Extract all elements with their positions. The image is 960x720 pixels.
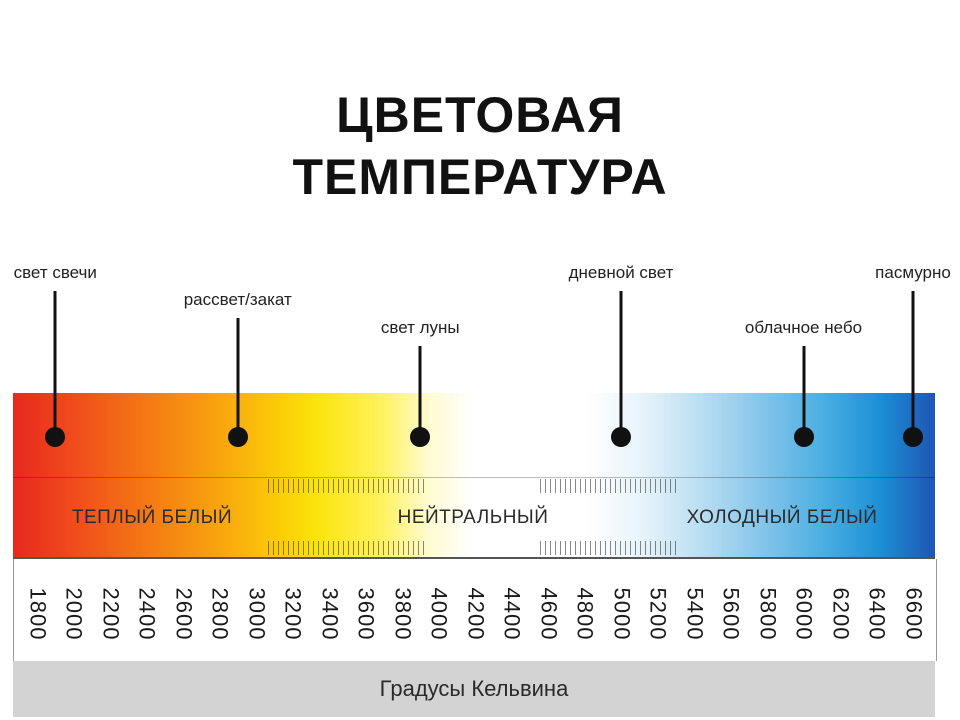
kelvin-tick-2600: 2600 [171,574,197,654]
kelvin-tick-6200: 6200 [828,574,854,654]
marker-dot [227,427,248,447]
scale-divider [13,557,935,559]
marker-stem [802,346,805,437]
kelvin-tick-6600: 6600 [901,574,927,654]
kelvin-tick-label: 3600 [353,587,379,641]
kelvin-tick-3400: 3400 [317,574,343,654]
band-label-neutral: НЕЙТРАЛЬНЫЙ [397,507,549,528]
hatch-bottom-left [268,541,428,555]
kelvin-tick-4600: 4600 [536,574,562,654]
marker-dot [45,427,66,447]
kelvin-tick-label: 3800 [390,587,416,641]
marker-label: облачное небо [744,318,863,337]
kelvin-tick-6000: 6000 [791,574,817,654]
kelvin-tick-label: 2200 [98,587,124,641]
kelvin-tick-label: 3200 [280,587,306,641]
kelvin-tick-4200: 4200 [463,574,489,654]
page-title-line2: ТЕМПЕРАТУРА [292,149,668,205]
kelvin-tick-label: 2400 [134,587,160,641]
kelvin-tick-5400: 5400 [682,574,708,654]
kelvin-tick-label: 4000 [426,587,452,641]
kelvin-tick-label: 4400 [499,587,525,641]
footer-label: Градусы Кельвина [13,661,935,717]
marker-stem [236,318,240,437]
kelvin-tick-5200: 5200 [645,574,671,654]
kelvin-tick-label: 5400 [682,587,708,641]
band-label-warm: ТЕПЛЫЙ БЕЛЫЙ [71,507,233,528]
kelvin-tick-2200: 2200 [98,574,124,654]
kelvin-tick-label: 3400 [317,587,343,641]
hatch-top-right [540,479,680,493]
kelvin-tick-3000: 3000 [244,574,270,654]
kelvin-tick-1800: 1800 [25,574,51,654]
kelvin-tick-3800: 3800 [390,574,416,654]
kelvin-tick-5800: 5800 [755,574,781,654]
hatch-bottom-right [540,541,680,555]
kelvin-tick-label: 6200 [828,587,854,641]
band-label-cool: ХОЛОДНЫЙ БЕЛЫЙ [686,507,878,528]
marker-dot [793,427,814,447]
marker-stem [53,291,57,437]
kelvin-tick-label: 5000 [609,587,635,641]
kelvin-tick-label: 4600 [536,587,562,641]
kelvin-tick-label: 6000 [791,587,817,641]
marker-stem [418,346,422,437]
page-title-line1: ЦВЕТОВАЯ [336,87,624,143]
hatch-top-left [268,479,428,493]
kelvin-tick-4800: 4800 [572,574,598,654]
marker-dot [611,427,631,447]
marker-stem [619,291,623,437]
kelvin-tick-3200: 3200 [280,574,306,654]
marker-label: дневной свет [568,263,674,282]
kelvin-tick-2400: 2400 [134,574,160,654]
marker-label: пасмурно [875,263,951,282]
kelvin-tick-4000: 4000 [426,574,452,654]
marker-stem [911,291,915,437]
kelvin-tick-4400: 4400 [499,574,525,654]
kelvin-tick-2000: 2000 [61,574,87,654]
kelvin-tick-5600: 5600 [718,574,744,654]
marker-label: свет луны [380,318,460,337]
kelvin-tick-label: 1800 [25,587,51,641]
kelvin-tick-label: 2000 [61,587,87,641]
kelvin-tick-label: 3000 [244,587,270,641]
kelvin-tick-label: 6600 [901,587,927,641]
kelvin-tick-label: 4800 [572,587,598,641]
band-divider [13,477,935,478]
kelvin-tick-label: 2800 [207,587,233,641]
color-temperature-spectrum [13,393,935,558]
kelvin-tick-2800: 2800 [207,574,233,654]
kelvin-tick-label: 5600 [718,587,744,641]
kelvin-tick-label: 5800 [755,587,781,641]
kelvin-tick-label: 6400 [864,587,890,641]
kelvin-tick-3600: 3600 [353,574,379,654]
kelvin-scale [13,559,937,661]
marker-dot [410,427,431,447]
kelvin-tick-label: 5200 [645,587,671,641]
footer-text: Градусы Кельвина [379,676,569,701]
kelvin-tick-5000: 5000 [609,574,635,654]
marker-dot [903,427,923,447]
kelvin-tick-label: 2600 [171,587,197,641]
kelvin-tick-label: 4200 [463,587,489,641]
marker-label: рассвет/закат [183,290,292,309]
marker-label: свет свечи [13,263,97,282]
kelvin-tick-6400: 6400 [864,574,890,654]
